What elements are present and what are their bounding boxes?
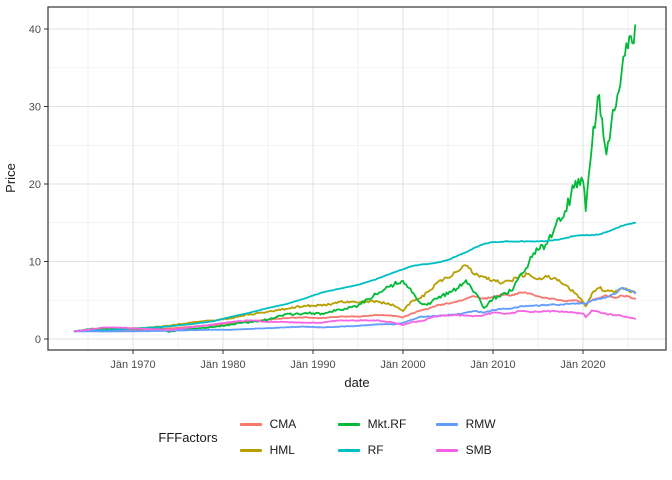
y-tick-label-10: 10: [29, 257, 41, 269]
y-tick-label-0: 0: [35, 334, 41, 346]
legend-title: FFFactors: [158, 429, 218, 445]
legend-key-line-cma: [239, 422, 262, 426]
axis-layer: 0 10 20 30 40 Jän 1970 Jän 1980 Jän 1990 Jän 200…: [29, 6, 667, 371]
legend-item-mktrf: Mkt.RF: [337, 417, 416, 431]
panel-grid: [48, 7, 666, 350]
plot-area: 0 10 20 30 40 Jän 1970 Jän 1980 Jän 1990 Jän 200…: [3, 6, 667, 390]
x-tick-label-1980: Jän 1980: [200, 359, 245, 371]
x-tick-label-2020: Jän 2020: [560, 359, 605, 371]
legend-item-rf: RF: [337, 443, 416, 457]
x-tick-label-1970: Jän 1970: [110, 359, 155, 371]
x-tick-label-2010: Jän 2010: [470, 359, 515, 371]
legend-item-rmw: RMW: [435, 417, 514, 431]
y-tick-label-40: 40: [29, 24, 41, 36]
legend-item-label: SMB: [465, 443, 492, 457]
legend-item-label: RMW: [465, 417, 496, 431]
series-line-cma: [73, 291, 637, 333]
legend-item-label: CMA: [269, 417, 297, 431]
series-line-rf: [73, 221, 637, 333]
panel-border: [47, 6, 667, 351]
legend-item-hml: HML: [239, 443, 318, 457]
x-tick-label-1990: Jän 1990: [290, 359, 335, 371]
x-axis-title: date: [344, 375, 369, 390]
y-tick-label-20: 20: [29, 179, 41, 191]
legend-item-label: RF: [367, 443, 384, 457]
series-line-rmw: [73, 286, 637, 333]
legend-key-line-rf: [337, 448, 360, 452]
y-tick-label-30: 30: [29, 102, 41, 114]
legend-grid: CMA Mkt.RF RMW HML RF SMB: [239, 417, 514, 457]
legend-key-line-rmw: [435, 422, 458, 426]
legend-key-line-mktrf: [337, 422, 360, 426]
y-axis-title: Price: [3, 163, 18, 193]
legend-item-smb: SMB: [435, 443, 514, 457]
series-line-smb: [73, 309, 637, 333]
legend-item-label: Mkt.RF: [367, 417, 407, 431]
legend-item-cma: CMA: [239, 417, 318, 431]
series-lines: [73, 24, 637, 333]
legend-key-line-hml: [239, 448, 262, 452]
x-tick-label-2000: Jän 2000: [380, 359, 425, 371]
legend-key-line-smb: [435, 448, 458, 452]
legend-item-label: HML: [269, 443, 295, 457]
legend: FFFactors CMA Mkt.RF RMW HML RF: [0, 402, 672, 472]
